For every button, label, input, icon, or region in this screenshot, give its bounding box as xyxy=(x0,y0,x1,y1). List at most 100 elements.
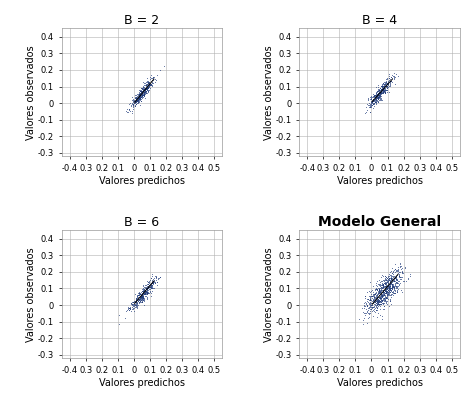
Point xyxy=(152,274,159,280)
Point xyxy=(384,283,392,290)
Point xyxy=(377,96,384,103)
Point xyxy=(144,78,151,84)
Point xyxy=(148,82,155,89)
Point xyxy=(148,278,156,285)
Point xyxy=(141,289,149,296)
Point xyxy=(123,106,130,112)
Point xyxy=(370,293,378,300)
Point xyxy=(140,297,148,303)
Point xyxy=(141,80,149,86)
Point xyxy=(140,92,148,98)
Point xyxy=(380,289,387,295)
Point xyxy=(366,306,374,313)
Point xyxy=(141,290,148,297)
Point xyxy=(371,290,378,297)
Point xyxy=(138,292,146,298)
Point xyxy=(386,285,394,291)
Point xyxy=(144,88,152,94)
Point xyxy=(135,95,143,101)
Point xyxy=(152,77,160,83)
Point xyxy=(363,319,370,326)
Point xyxy=(374,295,382,302)
Point xyxy=(138,295,146,302)
Point xyxy=(140,86,147,93)
Point xyxy=(136,94,144,101)
Point xyxy=(371,290,379,297)
Point xyxy=(149,280,157,286)
Point xyxy=(133,295,140,302)
Point xyxy=(376,96,383,102)
Point xyxy=(138,85,146,91)
Point xyxy=(391,282,399,288)
Point xyxy=(126,306,134,313)
Point xyxy=(385,284,392,291)
Point xyxy=(383,284,390,290)
Point xyxy=(379,278,386,284)
Point xyxy=(383,295,390,302)
Point xyxy=(371,306,378,313)
Point xyxy=(125,306,133,313)
Point xyxy=(379,284,386,290)
Point xyxy=(385,291,393,298)
Point xyxy=(379,306,387,313)
Point xyxy=(376,90,383,96)
Point xyxy=(128,300,135,306)
Point xyxy=(391,284,398,291)
Point xyxy=(370,304,378,310)
Point xyxy=(137,295,145,302)
Point xyxy=(141,287,148,293)
Point xyxy=(390,275,398,282)
Point xyxy=(125,109,132,115)
Point xyxy=(136,91,144,97)
Point xyxy=(382,272,389,279)
Point xyxy=(389,285,396,291)
Point xyxy=(145,279,152,285)
Point xyxy=(375,286,383,293)
Point xyxy=(134,94,141,101)
Point xyxy=(384,285,392,291)
Point xyxy=(137,88,145,94)
Point xyxy=(133,97,141,103)
Point xyxy=(401,264,409,270)
Point xyxy=(146,283,154,289)
Point xyxy=(136,98,143,105)
Point xyxy=(377,283,385,290)
Point xyxy=(360,300,368,306)
Point xyxy=(390,285,398,292)
Point xyxy=(132,295,140,301)
Point xyxy=(136,94,144,101)
Point xyxy=(398,268,405,274)
Point xyxy=(145,281,153,288)
Point xyxy=(370,295,378,301)
Point xyxy=(378,84,386,90)
Point xyxy=(390,277,397,283)
Point xyxy=(146,285,153,292)
Point xyxy=(380,292,388,298)
Point xyxy=(379,284,386,291)
Point xyxy=(383,290,391,296)
Point xyxy=(138,94,146,101)
Point xyxy=(373,300,380,306)
Point xyxy=(148,278,156,284)
Point xyxy=(134,95,141,101)
Point xyxy=(376,90,383,97)
Point xyxy=(376,288,383,294)
Point xyxy=(135,298,142,304)
Point xyxy=(141,284,148,290)
Point xyxy=(134,297,141,303)
Point xyxy=(374,284,382,291)
Point xyxy=(134,95,142,101)
Point xyxy=(393,289,401,295)
Point xyxy=(371,298,378,305)
Point xyxy=(372,100,379,107)
Point xyxy=(143,90,150,96)
Point xyxy=(148,80,156,86)
Point xyxy=(373,300,381,307)
Point xyxy=(142,287,149,293)
Point xyxy=(374,300,382,306)
Point xyxy=(373,293,381,300)
Point xyxy=(137,85,145,92)
Point xyxy=(139,92,147,99)
Point xyxy=(372,282,380,289)
Point xyxy=(146,84,154,91)
